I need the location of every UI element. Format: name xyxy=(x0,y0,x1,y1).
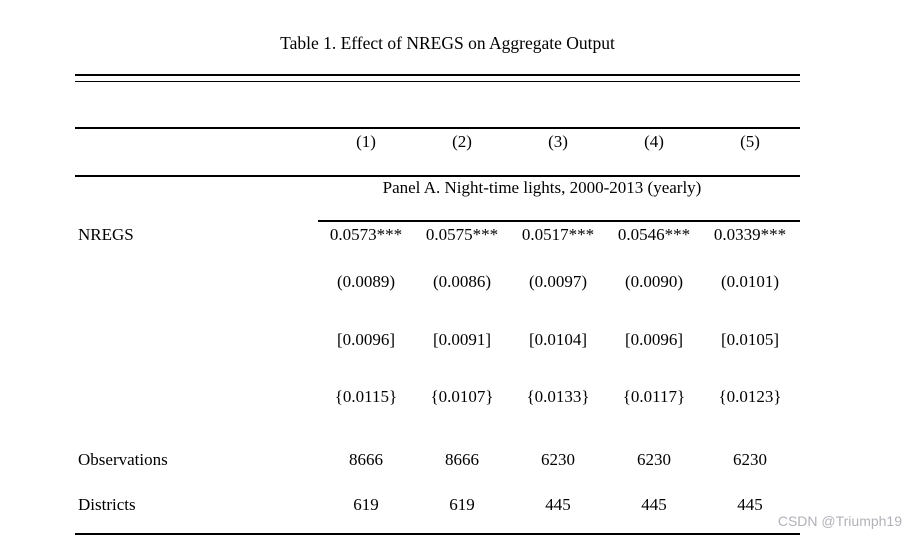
count-cell: 619 xyxy=(353,495,379,514)
stderr-cell: (0.0097) xyxy=(528,272,588,291)
count-cell: 619 xyxy=(449,495,475,514)
coefficient-cell: 0.0339*** xyxy=(713,225,787,244)
count-cell: 445 xyxy=(737,495,763,514)
count-cell: 8666 xyxy=(445,450,479,469)
bottom-rule xyxy=(75,533,800,535)
stderr-cell: {0.0107} xyxy=(430,387,494,406)
column-header-5: (5) xyxy=(740,132,760,151)
stderr-cell: [0.0105] xyxy=(720,330,780,349)
count-cell: 445 xyxy=(641,495,667,514)
row-label: NREGS xyxy=(78,225,134,244)
column-header-3: (3) xyxy=(548,132,568,151)
stderr-cell: (0.0101) xyxy=(720,272,780,291)
count-cell: 445 xyxy=(545,495,571,514)
table-row-districts: Districts 619 619 445 445 445 xyxy=(75,495,800,515)
header-top-rule xyxy=(75,127,800,129)
column-header-row: (1) (2) (3) (4) (5) xyxy=(75,132,800,152)
coefficient-cell: 0.0517*** xyxy=(521,225,595,244)
table-row-se-braces: {0.0115} {0.0107} {0.0133} {0.0117} {0.0… xyxy=(75,387,800,407)
top-double-rule xyxy=(75,74,800,82)
stderr-cell: {0.0123} xyxy=(718,387,782,406)
coefficient-cell: 0.0546*** xyxy=(617,225,691,244)
stderr-cell: (0.0090) xyxy=(624,272,684,291)
count-cell: 6230 xyxy=(733,450,767,469)
stderr-cell: [0.0091] xyxy=(432,330,492,349)
table-title: Table 1. Effect of NREGS on Aggregate Ou… xyxy=(280,33,615,53)
column-header-2: (2) xyxy=(452,132,472,151)
stderr-cell: {0.0117} xyxy=(622,387,686,406)
stderr-cell: [0.0104] xyxy=(528,330,588,349)
stderr-cell: [0.0096] xyxy=(624,330,684,349)
table-row-nregs: NREGS 0.0573*** 0.0575*** 0.0517*** 0.05… xyxy=(75,225,800,245)
table-row-observations: Observations 8666 8666 6230 6230 6230 xyxy=(75,450,800,470)
column-header-1: (1) xyxy=(356,132,376,151)
row-label: Districts xyxy=(78,495,136,514)
stderr-cell: {0.0133} xyxy=(526,387,590,406)
stderr-cell: [0.0096] xyxy=(336,330,396,349)
count-cell: 6230 xyxy=(637,450,671,469)
panel-a-header: Panel A. Night-time lights, 2000-2013 (y… xyxy=(382,178,702,197)
watermark: CSDN @Triumph19 xyxy=(777,513,902,529)
stderr-cell: (0.0086) xyxy=(432,272,492,291)
coefficient-cell: 0.0575*** xyxy=(425,225,499,244)
row-label: Observations xyxy=(78,450,168,469)
panel-underline-rule xyxy=(318,220,800,222)
column-header-4: (4) xyxy=(644,132,664,151)
count-cell: 8666 xyxy=(349,450,383,469)
header-bottom-rule xyxy=(75,175,800,177)
stderr-cell: {0.0115} xyxy=(334,387,398,406)
count-cell: 6230 xyxy=(541,450,575,469)
coefficient-cell: 0.0573*** xyxy=(329,225,403,244)
stderr-cell: (0.0089) xyxy=(336,272,396,291)
table-row-se-parentheses: (0.0089) (0.0086) (0.0097) (0.0090) (0.0… xyxy=(75,272,800,292)
table-row-se-brackets: [0.0096] [0.0091] [0.0104] [0.0096] [0.0… xyxy=(75,330,800,350)
